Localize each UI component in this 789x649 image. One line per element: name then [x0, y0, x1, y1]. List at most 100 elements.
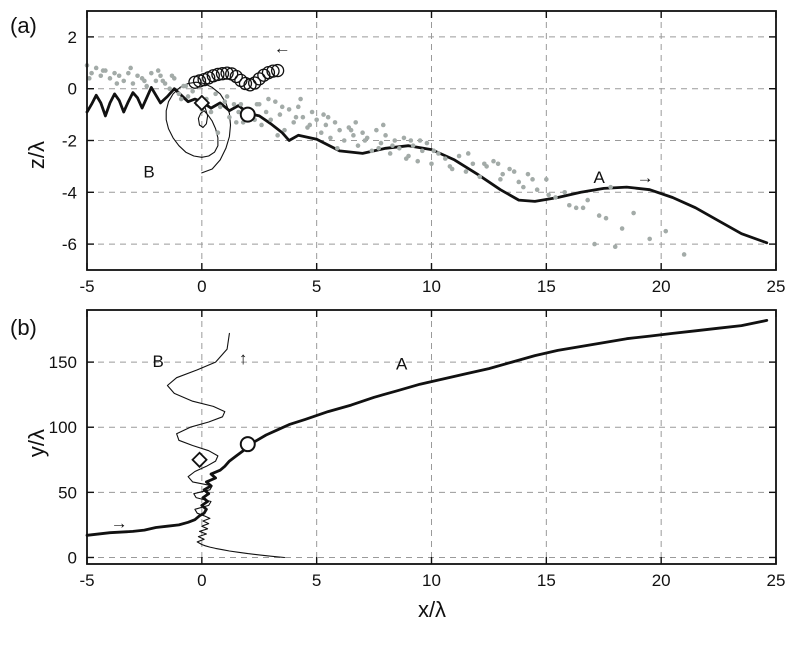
series-b-line — [165, 81, 232, 174]
diamond-marker — [193, 94, 211, 112]
series-b-line — [166, 332, 286, 559]
scatter-point — [224, 94, 230, 99]
scatter-point — [116, 73, 122, 79]
scatter-point — [112, 70, 117, 76]
scatter-point — [495, 161, 501, 167]
scatter-point — [307, 122, 313, 128]
panel-a-annotations: B A → ← — [143, 38, 653, 187]
scatter-point — [360, 130, 365, 136]
scatter-point — [608, 184, 613, 190]
panel-b-label: (b) — [10, 315, 37, 340]
scatter-point — [263, 109, 269, 115]
scatter-point — [337, 127, 342, 133]
x-tick-label: 10 — [422, 277, 441, 296]
scatter-point — [149, 70, 154, 76]
panel-a-label: (a) — [10, 13, 37, 38]
panel-b-y-axis-title: y/λ — [24, 429, 49, 457]
scatter-point — [121, 78, 127, 84]
scatter-point — [553, 195, 558, 200]
scatter-point — [160, 78, 166, 84]
y-tick-label: -2 — [62, 132, 77, 151]
scatter-point — [376, 145, 381, 151]
scatter-point — [325, 114, 331, 120]
scatter-point — [114, 81, 120, 86]
x-tick-label: 20 — [652, 571, 671, 590]
scatter-point — [424, 140, 430, 146]
x-tick-label: -5 — [79, 277, 94, 296]
diamond-marker — [191, 451, 208, 469]
scatter-point — [231, 101, 237, 107]
scatter-point — [323, 122, 329, 128]
scatter-point — [208, 109, 214, 115]
scatter-point — [380, 122, 386, 128]
scatter-point — [619, 226, 625, 231]
scatter-point — [369, 148, 375, 154]
curve-label: B — [153, 352, 164, 371]
scatter-point — [282, 127, 287, 133]
scatter-point — [603, 215, 609, 221]
scatter-point — [351, 133, 356, 138]
ring-marker — [252, 72, 266, 86]
scatter-point — [128, 65, 133, 71]
scatter-point — [546, 192, 551, 198]
panel-a-marks — [84, 63, 769, 257]
scatter-point — [277, 112, 283, 117]
ring-marker — [270, 63, 285, 78]
scatter-point — [335, 145, 340, 151]
scatter-point — [268, 117, 274, 123]
scatter-point — [500, 171, 505, 177]
ring-marker — [248, 76, 262, 90]
scatter-point — [397, 145, 402, 151]
scatter-point — [378, 140, 384, 146]
scatter-point — [227, 114, 232, 120]
scatter-point — [410, 143, 416, 148]
scatter-point — [142, 78, 147, 84]
y-tick-label: 2 — [68, 28, 77, 47]
x-tick-label: 0 — [197, 571, 206, 590]
scatter-point — [144, 83, 150, 89]
ring-marker — [211, 67, 225, 82]
x-tick-label: 15 — [537, 571, 556, 590]
scatter-point — [383, 133, 388, 138]
scatter-point — [98, 73, 104, 79]
scatter-point — [530, 177, 535, 182]
circle-marker — [239, 436, 256, 453]
scatter-point — [507, 166, 512, 172]
y-tick-label: -6 — [62, 235, 77, 254]
x-tick-label: 0 — [197, 277, 206, 296]
scatter-point — [233, 120, 239, 125]
panel-b-frame — [86, 309, 777, 565]
scatter-point — [355, 143, 361, 148]
scatter-point — [562, 190, 568, 195]
scatter-point — [525, 171, 531, 177]
curve-label: A — [593, 168, 605, 187]
scatter-point — [387, 151, 393, 156]
scatter-point — [100, 68, 106, 73]
scatter-point — [420, 148, 425, 154]
y-tick-label: 100 — [49, 418, 77, 437]
scatter-point — [544, 177, 549, 182]
scatter-point — [286, 107, 292, 112]
y-tick-label: 150 — [49, 353, 77, 372]
scatter-point — [275, 133, 280, 138]
scatter-point — [374, 127, 379, 133]
scatter-point — [465, 151, 471, 156]
x-tick-label: 20 — [652, 277, 671, 296]
scatter-point — [429, 161, 434, 167]
scatter-point — [135, 73, 140, 79]
scatter-point — [392, 138, 398, 143]
direction-arrow: ← — [274, 38, 291, 57]
scatter-point — [348, 127, 354, 133]
scatter-point — [585, 197, 590, 203]
scatter-point — [491, 158, 496, 164]
scatter-point — [126, 70, 131, 76]
scatter-point — [309, 109, 315, 115]
scatter-point — [256, 101, 262, 107]
scatter-point — [470, 161, 476, 167]
panel-b-grid — [87, 310, 776, 564]
x-tick-label: 5 — [312, 571, 321, 590]
scatter-point — [681, 252, 687, 257]
scatter-point — [130, 81, 136, 86]
